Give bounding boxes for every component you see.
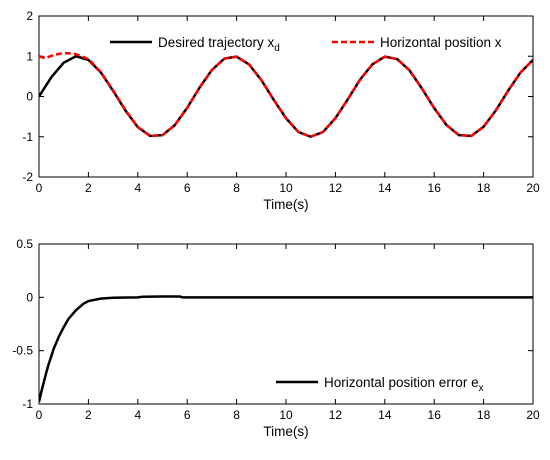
series-line-2 (39, 51, 533, 138)
x-tick-label: 4 (134, 181, 141, 195)
x-tick-label: 12 (329, 181, 343, 195)
x-tick-label: 16 (428, 181, 442, 195)
x-tick-label: 18 (477, 408, 491, 422)
y-tick-label: 0 (26, 290, 33, 304)
y-tick-label: 0.5 (16, 237, 33, 251)
x-tick-label: 18 (477, 181, 491, 195)
x-tick-label: 10 (279, 181, 293, 195)
y-tick-label: -1 (22, 130, 33, 144)
x-tick-label: 2 (85, 408, 92, 422)
series-line-1 (39, 295, 533, 403)
x-tick-label: 6 (184, 408, 191, 422)
y-tick-label: -1 (22, 397, 33, 411)
legend-label: Desired trajectory xd (158, 35, 280, 54)
x-tick-label: 6 (184, 181, 191, 195)
x-axis-label: Time(s) (263, 424, 308, 439)
legend-label: Horizontal position x (380, 35, 502, 50)
legend: Horizontal position error ex (270, 368, 532, 396)
x-tick-label: 8 (233, 181, 240, 195)
x-tick-label: 16 (428, 408, 442, 422)
x-tick-label: 10 (279, 408, 293, 422)
x-tick-label: 14 (378, 181, 392, 195)
y-tick-label: 2 (26, 9, 33, 23)
x-tick-label: 2 (85, 181, 92, 195)
legend-label: Horizontal position error ex (324, 375, 484, 394)
x-tick-label: 4 (134, 408, 141, 422)
x-tick-label: 20 (526, 181, 540, 195)
x-tick-label: 8 (233, 408, 240, 422)
y-tick-label: -2 (22, 170, 33, 184)
x-axis-label: Time(s) (263, 197, 308, 212)
x-tick-label: 14 (378, 408, 392, 422)
x-tick-label: 12 (329, 408, 343, 422)
x-tick-label: 0 (36, 181, 43, 195)
y-tick-label: 1 (26, 49, 33, 63)
y-tick-label: 0 (26, 90, 33, 104)
x-tick-label: 0 (36, 408, 43, 422)
x-tick-label: 20 (526, 408, 540, 422)
y-tick-label: -0.5 (12, 344, 33, 358)
chart-2: 0 2 4 6 8 10 12 14 16 18 20 -1 -0.5 0 0.5 Time(s) Horizo… (12, 237, 540, 439)
legend: Desired trajectory xd Horizontal position… (110, 35, 502, 54)
